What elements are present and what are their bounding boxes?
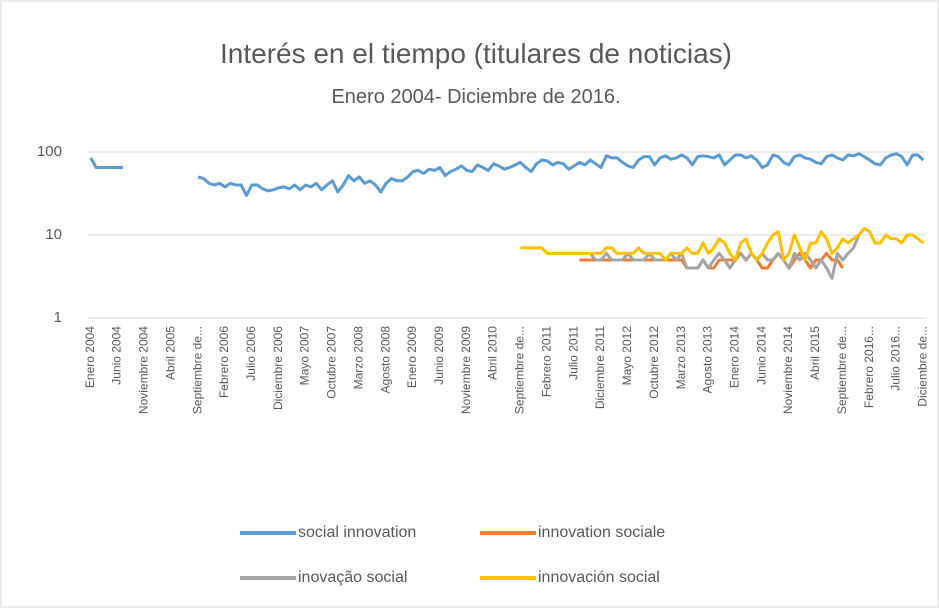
x-tick-label: Diciembre 2006 — [271, 326, 285, 410]
x-tick-label: Agosto 2013 — [701, 326, 715, 394]
y-tick-label: 10 — [45, 226, 62, 243]
x-tick-label: Junio 2004 — [110, 326, 124, 385]
x-tick-label: Julio 2011 — [566, 326, 580, 380]
x-tick-label: Marzo 2013 — [674, 326, 688, 390]
x-tick-label: Octubre 2012 — [647, 326, 661, 399]
series-line — [197, 152, 925, 197]
series-line — [89, 157, 123, 169]
x-tick-label: Julio 2016... — [889, 326, 903, 391]
y-tick-label: 100 — [37, 143, 62, 160]
series-line — [589, 234, 861, 280]
x-tick-label: Junio 2014 — [754, 326, 768, 385]
x-tick-label: Abril 2005 — [163, 326, 177, 380]
x-tick-label: Enero 2004 — [83, 326, 97, 388]
y-tick-label: 1 — [54, 309, 62, 326]
x-tick-label: Septiembre de... — [190, 326, 204, 414]
x-tick-label: Diciembre 2011 — [593, 326, 607, 409]
x-tick-label: Febrero 2006 — [217, 326, 231, 398]
x-tick-label: Febrero 2016... — [862, 326, 876, 408]
x-tick-label: Enero 2014 — [727, 326, 741, 388]
x-tick-label: Diciembre de... — [915, 326, 929, 407]
x-tick-label: Marzo 2008 — [351, 326, 365, 390]
x-tick-label: Septiembre de... — [513, 326, 527, 414]
x-tick-label: Junio 2009 — [432, 326, 446, 385]
x-tick-label: Septiembre de... — [835, 326, 849, 414]
x-tick-label: Abril 2010 — [486, 326, 500, 380]
chart-title: Interés en el tiempo (titulares de notic… — [220, 38, 732, 69]
x-tick-label: Octubre 2007 — [325, 326, 339, 399]
legend-label: innovation sociale — [538, 524, 665, 541]
chart-subtitle: Enero 2004- Diciembre de 2016. — [331, 86, 620, 108]
x-tick-label: Noviembre 2004 — [137, 326, 151, 414]
legend-label: social innovation — [298, 524, 416, 541]
x-tick-label: Noviembre 2014 — [781, 326, 795, 414]
x-tick-label: Julio 2006 — [244, 326, 258, 381]
series-line — [520, 226, 925, 262]
x-tick-label: Enero 2009 — [405, 326, 419, 388]
legend-label: innovación social — [538, 569, 660, 586]
x-tick-label: Abril 2015 — [808, 326, 822, 380]
x-tick-label: Mayo 2007 — [298, 326, 312, 386]
x-tick-label: Mayo 2012 — [620, 326, 634, 386]
x-tick-label: Agosto 2008 — [378, 326, 392, 394]
x-tick-label: Noviembre 2009 — [459, 326, 473, 414]
x-tick-label: Febrero 2011 — [539, 326, 553, 397]
legend-label: inovação social — [298, 569, 407, 586]
